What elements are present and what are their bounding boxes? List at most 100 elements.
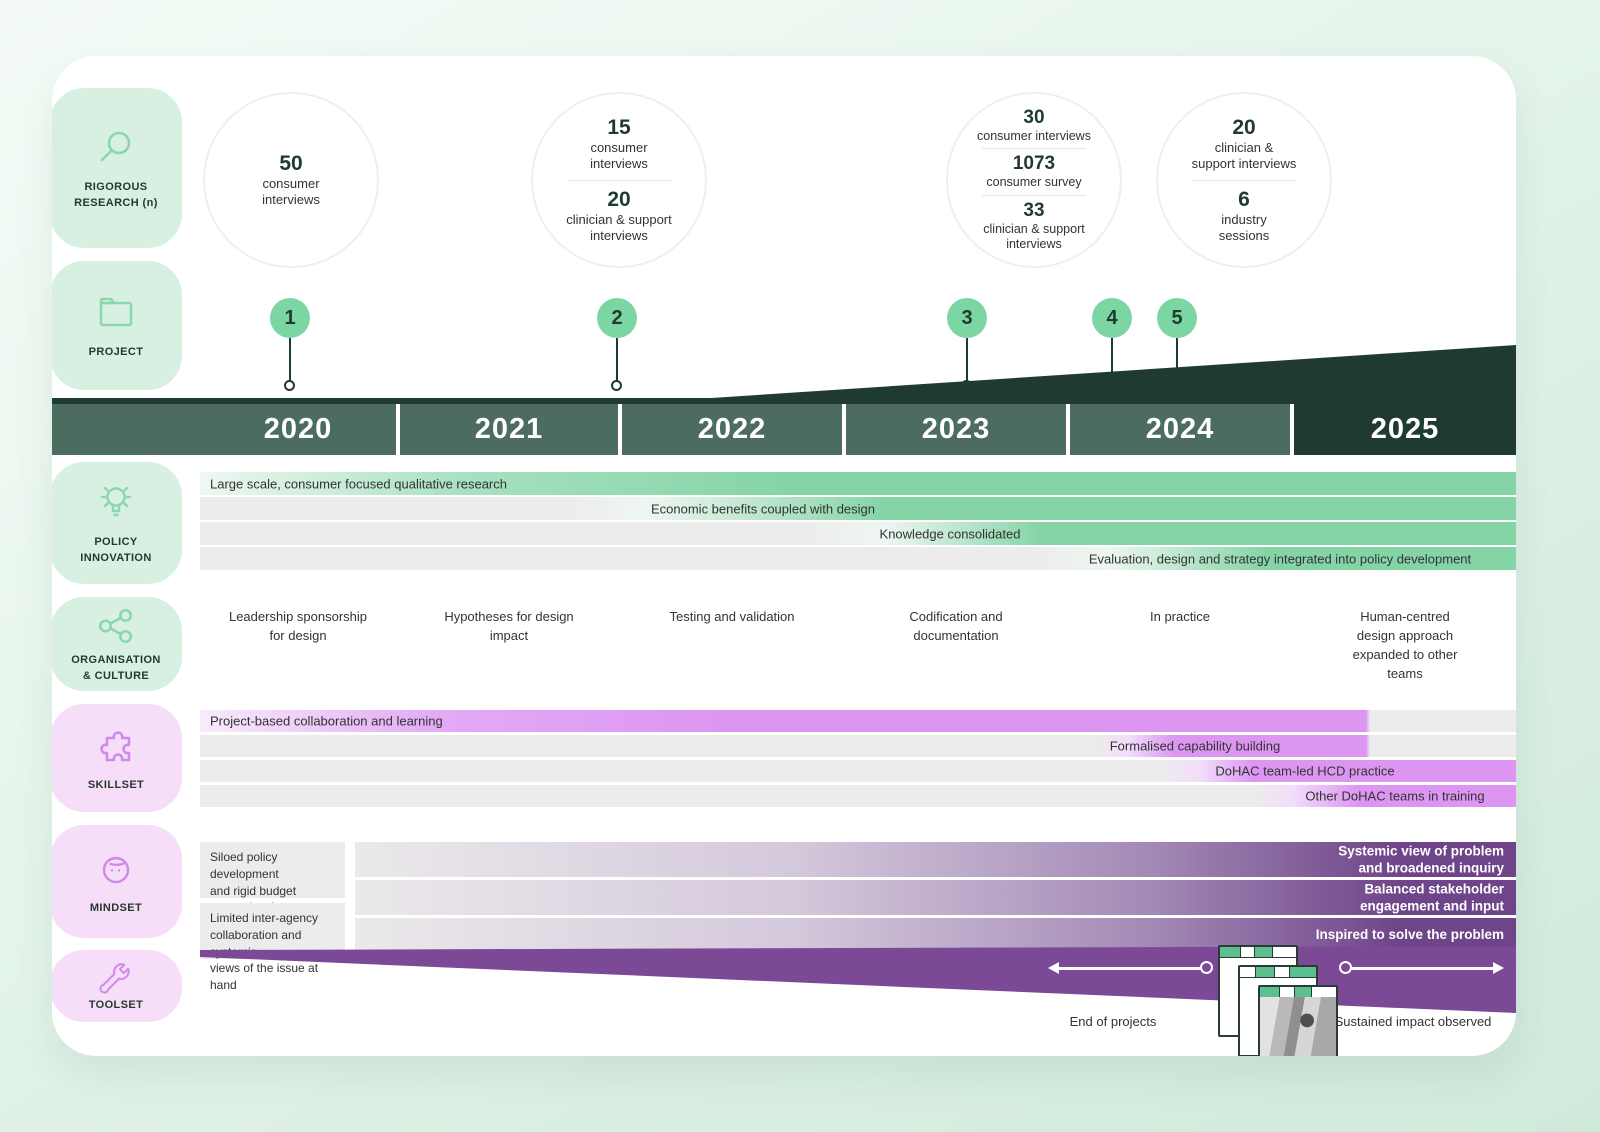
skillset-bar-4: Other DoHAC teams in training [200,785,1516,807]
research-circle-3: 30 consumer interviews 1073 consumer sur… [946,92,1122,268]
sidebar-item-label: RIGOROUS RESEARCH (n) [74,181,158,209]
mindset-bar-3: Inspired to solve the problem [355,918,1516,952]
org-culture-item: Codification and documentation [909,609,1003,643]
policy-bar-4: Evaluation, design and strategy integrat… [200,547,1516,570]
divider [982,148,1086,150]
network-icon [98,609,133,644]
growth-wedge [620,345,1516,404]
card-header [1220,947,1296,958]
divider [982,194,1086,196]
arrow-right-icon [1493,962,1504,974]
marker-stem [289,338,291,381]
sidebar-item-organisation-culture: ORGANISATION & CULTURE [52,597,182,691]
divider [1192,179,1296,181]
year-label: 2021 [474,413,544,445]
research-circle-1: 50 consumer interviews [203,92,379,268]
year-label: 2020 [263,413,333,445]
marker-number: 4 [1092,298,1132,338]
sidebar-item-project: PROJECT [52,261,182,390]
marker-dot [611,380,622,391]
folder-icon [99,297,133,327]
photo-thumbnail [1260,997,1336,1056]
research-circle-2: 15 consumer interviews 20 clinician & su… [531,92,707,268]
policy-bar-1: Large scale, consumer focused qualitativ… [200,472,1516,495]
mindset-bar-2: Balanced stakeholder engagement and inpu… [355,880,1516,915]
sidebar-item-label: TOOLSET [88,998,144,1011]
sidebar-item-mindset: MINDSET [52,825,182,938]
stat-label: consumer survey [986,175,1082,190]
stat-value: 20 [607,187,631,211]
marker-stem [1176,338,1178,381]
sidebar-item-rigorous-research: RIGOROUS RESEARCH (n) [52,88,182,248]
year-cell-2025: 2025 [1294,404,1516,455]
project-marker-3: 3 [947,298,987,391]
skillset-bar-1: Project-based collaboration and learning [200,710,1516,732]
puzzle-icon [100,731,131,762]
stat-label: clinician & support interviews [1191,140,1297,172]
bar-label: Balanced stakeholder engagement and inpu… [1359,880,1504,914]
stat-label: clinician & support interviews [566,211,672,243]
year-cell-2024: 2024 [1070,404,1290,455]
marker-stem [616,338,618,381]
project-marker-2: 2 [597,298,637,391]
year-label: 2023 [921,413,991,445]
bar-label: Other DoHAC teams in training [1305,788,1485,804]
project-marker-5: 5 [1157,298,1197,391]
sidebar-item-label: MINDSET [89,902,143,915]
card-header [1240,967,1316,978]
sidebar-item-label: PROJECT [88,346,144,359]
lightbulb-icon [100,486,132,517]
stat-label: consumer interviews [590,140,648,172]
marker-dot [284,380,295,391]
marker-stem [1111,338,1113,381]
year-cell-2021: 2021 [400,404,618,455]
arrow-end-ring [1200,961,1213,974]
mindset-note-1: Siloed policy development and rigid budg… [200,842,345,931]
sidebar-item-label: POLICY INNOVATION [80,536,152,564]
bar-label: Evaluation, design and strategy integrat… [1088,551,1472,566]
sidebar-item-label: ORGANISATION & CULTURE [71,654,161,682]
mindset-note-2: Limited inter-agency collaboration and s… [200,903,345,992]
skillset-bar-2: Formalised capability building [200,735,1516,757]
year-label: 2025 [1370,413,1440,445]
org-culture-item: In practice [1150,609,1210,624]
year-cell-2020: 2020 [52,404,396,455]
toolset-wedge [200,946,1516,1013]
year-cell-2023: 2023 [846,404,1066,455]
bar-label: Systemic view of problem and broadened i… [1338,842,1504,876]
mindset-bar-1: Systemic view of problem and broadened i… [355,842,1516,877]
bar-label: Economic benefits coupled with design [650,501,876,516]
head-icon [102,857,130,884]
skillset-bar-3: DoHAC team-led HCD practice [200,760,1516,782]
project-marker-4: 4 [1092,298,1132,391]
marker-number: 2 [597,298,637,338]
bar-label: DoHAC team-led HCD practice [1215,763,1395,779]
org-culture-item: Testing and validation [669,609,795,624]
marker-number: 3 [947,298,987,338]
arrow-line [1058,967,1202,970]
sidebar-item-toolset: TOOLSET [52,950,182,1022]
timeline-card: RIGOROUS RESEARCH (n) PROJECT POLICY INN… [52,56,1516,1056]
arrow-left-icon [1048,962,1059,974]
stat-label: clinician & support interviews [983,221,1085,252]
marker-number: 5 [1157,298,1197,338]
magnifier-icon [100,131,131,162]
stat-value: 1073 [1012,153,1056,175]
stat-label: industry sessions [1218,211,1270,243]
stat-label: consumer interviews [977,128,1091,143]
year-cell-2022: 2022 [622,404,842,455]
org-culture-item: Hypotheses for design impact [444,609,574,643]
sidebar-item-policy-innovation: POLICY INNOVATION [52,462,182,584]
sidebar-item-label: SKILLSET [87,778,145,791]
policy-bar-3: Knowledge consolidated [200,522,1516,545]
year-label: 2024 [1145,413,1215,445]
marker-stem [966,338,968,381]
sidebar-item-skillset: SKILLSET [52,704,182,812]
bar-label: Knowledge consolidated [879,526,1021,541]
bar-label: Large scale, consumer focused qualitativ… [210,476,507,491]
stat-value: 20 [1232,115,1256,139]
arrow-line [1351,967,1495,970]
stat-value: 15 [607,115,631,139]
stat-value: 6 [1238,187,1250,211]
stat-value: 50 [279,151,303,175]
